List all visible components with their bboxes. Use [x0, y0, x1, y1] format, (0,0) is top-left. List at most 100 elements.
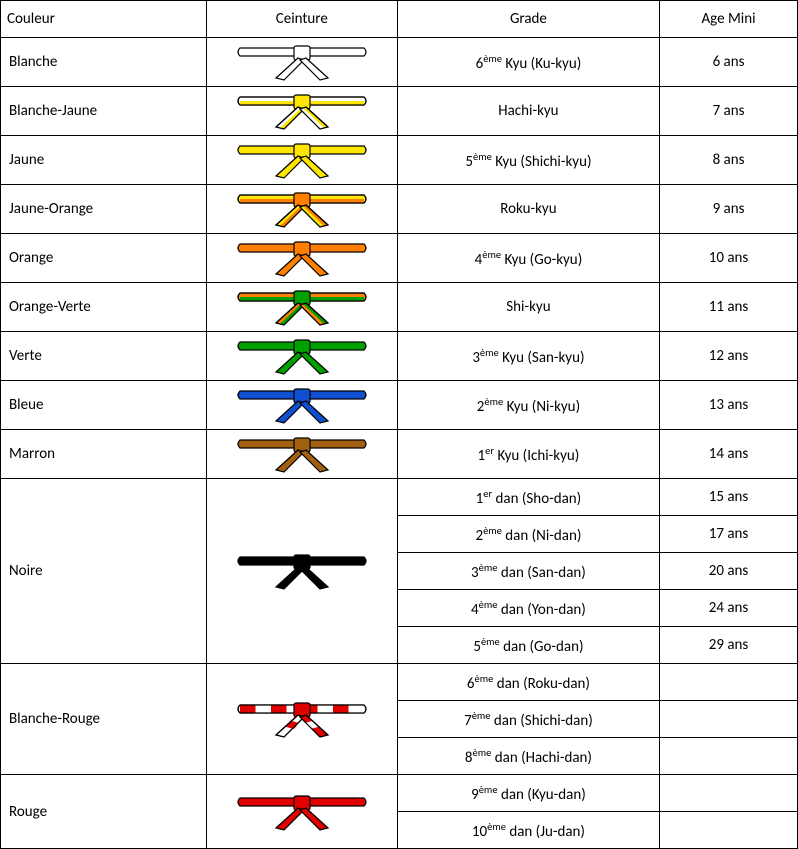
grade-text: Kyu (Ku-kyu)	[502, 55, 581, 73]
grade-text: Hachi-kyu	[498, 102, 558, 120]
grade-sup: ème	[475, 672, 494, 685]
grade-text: Kyu (Ichi-kyu)	[494, 447, 579, 465]
grade-sup: ème	[483, 524, 502, 537]
cell-grade: 3ème Kyu (San-kyu)	[397, 332, 659, 381]
table-row: Noire1er dan (Sho-dan)15 ans	[1, 479, 798, 516]
table-row: Orange-Verte Shi-kyu 11 ans	[1, 283, 798, 332]
cell-ceinture	[206, 283, 397, 332]
cell-grade: 4ème dan (Yon-dan)	[397, 590, 659, 627]
cell-age: 8 ans	[660, 136, 798, 185]
cell-grade: 1er dan (Sho-dan)	[397, 479, 659, 516]
table-row: Blanche-Jaune Hachi-kyu 7 ans	[1, 87, 798, 136]
grade-sup: ème	[479, 598, 498, 611]
cell-ceinture	[206, 136, 397, 185]
grade-num: 1	[478, 447, 486, 465]
table-row: Blanche 6ème Kyu (Ku-kyu) 6 ans	[1, 38, 798, 87]
grade-sup: ème	[473, 150, 492, 163]
header-age: Age Mini	[660, 1, 798, 38]
table-row: Jaune 5ème Kyu (Shichi-kyu) 8 ans	[1, 136, 798, 185]
grade-text: Roku-kyu	[500, 200, 556, 218]
grade-num: 8	[465, 749, 473, 767]
cell-grade: 5ème dan (Go-dan)	[397, 627, 659, 664]
grade-text: Kyu (Shichi-kyu)	[492, 153, 592, 171]
cell-ceinture	[206, 38, 397, 87]
cell-couleur: Blanche-Jaune	[1, 87, 207, 136]
cell-age: 13 ans	[660, 381, 798, 430]
cell-age: 20 ans	[660, 553, 798, 590]
grade-sup: ème	[487, 820, 506, 833]
grade-text: Kyu (Ni-kyu)	[503, 398, 580, 416]
grade-text: dan (Kyu-dan)	[498, 786, 586, 804]
grade-text: Kyu (Go-kyu)	[501, 251, 582, 269]
grade-sup: ème	[480, 346, 499, 359]
cell-age	[660, 664, 798, 701]
cell-grade: 4ème Kyu (Go-kyu)	[397, 234, 659, 283]
table-row: Rouge9ème dan (Kyu-dan)	[1, 775, 798, 812]
cell-grade: 1er Kyu (Ichi-kyu)	[397, 430, 659, 479]
table-body: Blanche 6ème Kyu (Ku-kyu) 6 ans Blanche-…	[1, 38, 798, 849]
cell-couleur: Jaune	[1, 136, 207, 185]
cell-age: 11 ans	[660, 283, 798, 332]
cell-couleur: Rouge	[1, 775, 207, 849]
grade-text: dan (Roku-dan)	[493, 675, 590, 693]
cell-couleur: Blanche-Rouge	[1, 664, 207, 775]
table-row: Orange 4ème Kyu (Go-kyu) 10 ans	[1, 234, 798, 283]
cell-age: 14 ans	[660, 430, 798, 479]
cell-ceinture	[206, 775, 397, 849]
cell-couleur: Jaune-Orange	[1, 185, 207, 234]
cell-grade: Shi-kyu	[397, 283, 659, 332]
table-row: Marron 1er Kyu (Ichi-kyu) 14 ans	[1, 430, 798, 479]
grade-sup: ème	[479, 561, 498, 574]
cell-age	[660, 701, 798, 738]
grade-sup: ème	[482, 248, 501, 261]
grade-text: Shi-kyu	[506, 298, 550, 316]
grade-text: dan (Shichi-dan)	[491, 712, 593, 730]
belt-grades-table: Couleur Ceinture Grade Age Mini Blanche …	[0, 0, 798, 849]
grade-sup: ème	[481, 635, 500, 648]
cell-grade: 6ème Kyu (Ku-kyu)	[397, 38, 659, 87]
table-row: Verte 3ème Kyu (San-kyu) 12 ans	[1, 332, 798, 381]
cell-age: 15 ans	[660, 479, 798, 516]
cell-couleur: Verte	[1, 332, 207, 381]
grade-num: 3	[471, 564, 479, 582]
cell-age: 17 ans	[660, 516, 798, 553]
cell-age	[660, 775, 798, 812]
grade-text: dan (Go-dan)	[500, 638, 584, 656]
grade-sup: ème	[484, 395, 503, 408]
cell-grade: 2ème dan (Ni-dan)	[397, 516, 659, 553]
cell-ceinture	[206, 332, 397, 381]
grade-sup: er	[483, 487, 492, 500]
cell-grade: 2ème Kyu (Ni-kyu)	[397, 381, 659, 430]
grade-num: 6	[467, 675, 475, 693]
cell-couleur: Noire	[1, 479, 207, 664]
cell-age: 24 ans	[660, 590, 798, 627]
cell-ceinture	[206, 234, 397, 283]
cell-couleur: Bleue	[1, 381, 207, 430]
grade-num: 3	[472, 349, 480, 367]
grade-text: Kyu (San-kyu)	[499, 349, 585, 367]
grade-text: dan (San-dan)	[497, 564, 585, 582]
cell-grade: 6ème dan (Roku-dan)	[397, 664, 659, 701]
cell-grade: Hachi-kyu	[397, 87, 659, 136]
cell-age: 9 ans	[660, 185, 798, 234]
cell-couleur: Orange-Verte	[1, 283, 207, 332]
header-ceinture: Ceinture	[206, 1, 397, 38]
cell-grade: 7ème dan (Shichi-dan)	[397, 701, 659, 738]
grade-num: 10	[472, 823, 487, 841]
table-row: Blanche-Rouge6ème dan (Roku-dan)	[1, 664, 798, 701]
grade-sup: ème	[479, 783, 498, 796]
header-row: Couleur Ceinture Grade Age Mini	[1, 1, 798, 38]
grade-text: dan (Hachi-dan)	[491, 749, 592, 767]
grade-num: 2	[475, 527, 483, 545]
table-row: Bleue 2ème Kyu (Ni-kyu) 13 ans	[1, 381, 798, 430]
cell-age	[660, 812, 798, 849]
grade-sup: ème	[483, 52, 502, 65]
cell-ceinture	[206, 479, 397, 664]
grade-num: 4	[471, 601, 479, 619]
grade-text: dan (Yon-dan)	[497, 601, 585, 619]
cell-age: 6 ans	[660, 38, 798, 87]
cell-couleur: Blanche	[1, 38, 207, 87]
cell-grade: 8ème dan (Hachi-dan)	[397, 738, 659, 775]
grade-num: 7	[464, 712, 472, 730]
table-row: Jaune-Orange Roku-kyu 9 ans	[1, 185, 798, 234]
